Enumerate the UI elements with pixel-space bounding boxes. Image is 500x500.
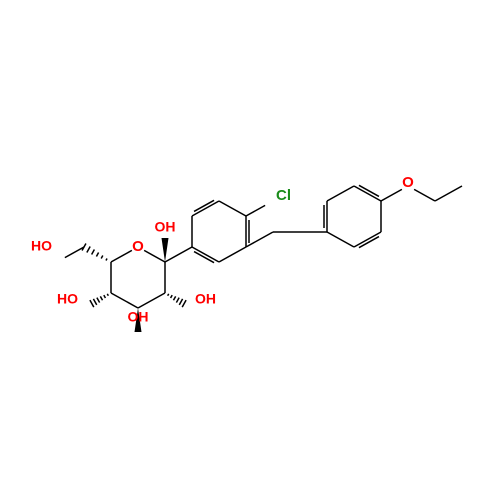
molecule-diagram: Cl O OH O HO HO OH OH: [0, 0, 500, 500]
atom-label: OH: [128, 309, 149, 325]
atom-label: HO: [31, 238, 52, 254]
bond-layer: [65, 185, 462, 332]
atom-label: Cl: [276, 187, 291, 204]
atom-label: HO: [57, 291, 78, 307]
atom-label: O: [132, 238, 144, 255]
atom-label: O: [402, 174, 414, 191]
atom-label: OH: [195, 291, 216, 307]
atom-label: OH: [155, 219, 176, 235]
